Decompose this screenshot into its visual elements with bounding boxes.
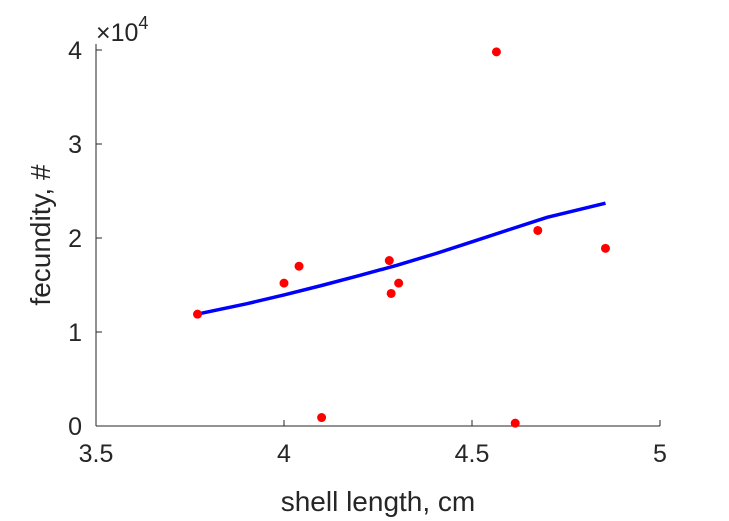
y-multiplier-base: ×10 xyxy=(96,19,138,47)
y-tick-label: 4 xyxy=(68,37,82,65)
axes: 3.5 4 4.5 5 0 1 2 3 4 xyxy=(68,37,667,468)
points-layer xyxy=(193,47,610,428)
data-point xyxy=(394,278,404,288)
y-tick-label: 2 xyxy=(68,225,82,253)
fit-line xyxy=(197,201,606,316)
data-point xyxy=(533,225,543,235)
y-axis-label: fecundity, # xyxy=(25,164,56,306)
y-tick-label: 3 xyxy=(68,131,82,159)
data-point xyxy=(600,243,610,253)
data-point xyxy=(317,413,327,423)
y-multiplier-exponent: 4 xyxy=(138,13,148,33)
data-point xyxy=(384,256,394,266)
fit-line-layer xyxy=(197,201,606,316)
y-tick-label: 0 xyxy=(68,413,82,441)
data-point xyxy=(279,278,289,288)
x-tick-label: 3.5 xyxy=(79,440,114,468)
data-point xyxy=(491,47,501,57)
data-point xyxy=(294,261,304,271)
data-point xyxy=(193,309,203,319)
data-point xyxy=(386,288,396,298)
y-axis-multiplier: ×104 xyxy=(96,13,148,47)
x-tick-label: 4.5 xyxy=(455,440,490,468)
data-point xyxy=(510,418,520,428)
y-tick-label: 1 xyxy=(68,319,82,347)
x-axis-label: shell length, cm xyxy=(281,486,476,517)
x-tick-label: 5 xyxy=(653,440,667,468)
x-tick-label: 4 xyxy=(277,440,291,468)
